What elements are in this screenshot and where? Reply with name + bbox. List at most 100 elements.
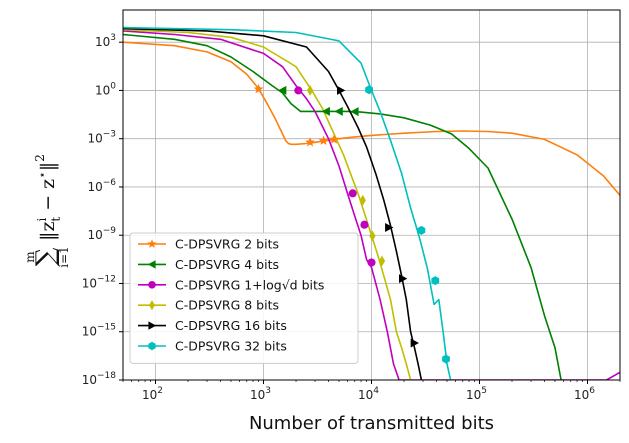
series-0-marker: [305, 137, 315, 147]
x-tick-label: 102: [142, 386, 163, 402]
legend-label-5: C-DPSVRG 32 bits: [175, 339, 287, 354]
y-tick-exp: −12: [97, 274, 116, 284]
series-2-marker: [367, 258, 376, 267]
legend-marker-0: [147, 239, 157, 248]
ylabel-expression: ‖zit − z⋆‖2: [33, 154, 63, 241]
x-axis-ticks: 102 103 104 105 106: [122, 380, 621, 402]
y-tick-exp: −9: [103, 226, 117, 236]
x-tick-exp: 4: [373, 386, 379, 396]
x-tick-exp: 2: [157, 386, 163, 396]
legend-label-3: C-DPSVRG 8 bits: [175, 298, 279, 313]
series-line-5: [123, 26, 452, 380]
y-tick-label: 10−12: [82, 274, 116, 290]
series-2-marker: [360, 220, 369, 229]
series-1-marker: [278, 85, 287, 95]
series-2-marker: [294, 86, 303, 95]
x-tick-label: 103: [250, 386, 271, 402]
y-tick-base: 10: [82, 325, 97, 339]
y-tick-base: 10: [87, 132, 102, 146]
legend-label-4: C-DPSVRG 16 bits: [175, 318, 287, 333]
series-4-marker: [385, 223, 394, 233]
y-tick-label: 10−18: [82, 371, 117, 387]
series-4-marker: [398, 274, 408, 284]
ylabel-norm: ‖z: [37, 221, 59, 241]
series-0-marker: [329, 134, 339, 144]
x-tick-base: 10: [250, 388, 265, 402]
y-axis-title: m ∑ i=1 ‖zit − z⋆‖2: [23, 154, 71, 268]
y-tick-base: 10: [87, 228, 102, 242]
legend-marker-1: [147, 260, 156, 269]
y-tick-base: 10: [95, 83, 110, 97]
ylabel-close: ‖: [37, 162, 59, 172]
x-tick-exp: 3: [265, 386, 271, 396]
x-tick-exp: 6: [589, 386, 595, 396]
ylabel-sigma: ∑: [31, 247, 61, 266]
x-tick-label: 104: [358, 386, 379, 402]
series-5-marker: [431, 276, 440, 286]
ylabel-sum-top: m: [23, 251, 37, 263]
series-1-marker: [334, 106, 343, 116]
y-tick-base: 10: [82, 373, 97, 387]
x-tick-base: 10: [466, 388, 481, 402]
y-tick-exp: −3: [103, 130, 116, 140]
y-tick-label: 103: [95, 33, 116, 49]
legend-marker-5: [148, 341, 156, 351]
legend-marker-3: [149, 300, 155, 311]
series-1-marker: [350, 107, 359, 117]
series-3-marker: [378, 255, 386, 267]
series-2-marker: [348, 189, 357, 198]
y-tick-base: 10: [82, 276, 97, 290]
ylabel-power: 2: [33, 154, 47, 162]
y-tick-label: 10−3: [87, 130, 116, 146]
series-markers: [253, 84, 450, 364]
series-4-marker: [337, 85, 346, 95]
y-tick-exp: −15: [97, 323, 116, 333]
y-tick-exp: −18: [97, 371, 116, 381]
ylabel-star: ⋆: [35, 171, 49, 179]
series-5-marker: [417, 225, 426, 235]
legend-marker-2: [148, 281, 156, 289]
y-tick-exp: 3: [110, 33, 116, 43]
y-tick-label: 10−15: [82, 323, 116, 339]
legend-marker-4: [148, 321, 157, 330]
series-line-2: [123, 30, 620, 380]
series-0-marker: [253, 84, 264, 94]
series-line-1: [123, 33, 562, 380]
y-tick-label: 10−9: [87, 226, 116, 242]
series-4-marker: [410, 338, 419, 348]
x-tick-base: 10: [358, 388, 373, 402]
y-tick-base: 10: [87, 180, 102, 194]
x-tick-base: 10: [574, 388, 589, 402]
y-tick-label: 10−6: [87, 178, 116, 194]
series-3-marker: [369, 230, 376, 242]
x-tick-exp: 5: [481, 386, 487, 396]
y-tick-base: 10: [95, 35, 110, 49]
ylabel-sub: t: [49, 217, 63, 222]
legend: C-DPSVRG 2 bits C-DPSVRG 4 bits C-DPSVRG 1…: [129, 232, 359, 364]
series-line-4: [123, 27, 423, 380]
series-line-3: [123, 28, 412, 380]
ylabel-rest: − z: [37, 179, 59, 217]
x-tick-label: 105: [466, 386, 487, 402]
x-tick-base: 10: [142, 388, 157, 402]
y-tick-exp: −6: [103, 178, 117, 188]
series-1-marker: [321, 106, 330, 116]
ylabel-sum-bottom: i=1: [57, 246, 71, 268]
series-3-marker: [359, 194, 366, 206]
y-tick-label: 100: [95, 81, 116, 97]
series-5-marker: [365, 85, 373, 95]
legend-label-1: C-DPSVRG 4 bits: [175, 257, 279, 272]
x-axis-title: Number of transmitted bits: [249, 413, 494, 434]
legend-label-2: C-DPSVRG 1+log√d bits: [175, 277, 324, 292]
legend-box: [129, 232, 359, 364]
series-5-marker: [442, 354, 450, 364]
x-tick-label: 106: [574, 386, 595, 402]
series-0-marker: [318, 135, 329, 145]
ylabel-sup: i: [35, 217, 49, 221]
legend-label-0: C-DPSVRG 2 bits: [175, 237, 279, 252]
y-tick-exp: 0: [110, 81, 116, 91]
series-3-marker: [306, 85, 314, 96]
